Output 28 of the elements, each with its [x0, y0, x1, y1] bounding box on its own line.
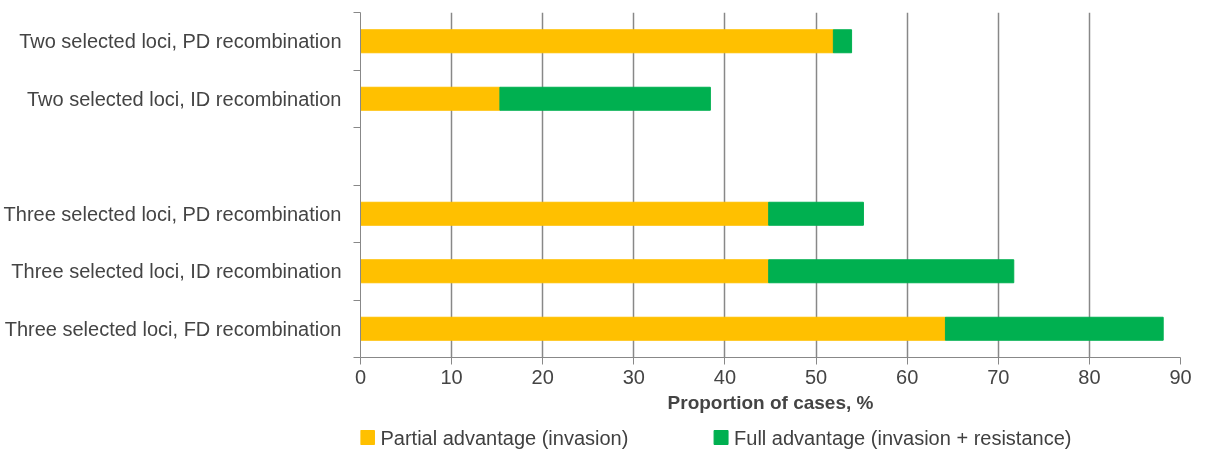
- bar: [832, 29, 853, 54]
- x-tick-label: 90: [1169, 365, 1192, 388]
- x-tick-label: 0: [354, 365, 367, 388]
- y-tick-label: Two selected loci, PD recombination: [19, 30, 342, 53]
- bar: [944, 316, 1164, 341]
- bar: [360, 86, 501, 111]
- x-tick-label: 10: [440, 365, 463, 388]
- bar: [360, 29, 834, 54]
- y-tick-label: Two selected loci, ID recombination: [26, 87, 342, 110]
- x-tick-label: 60: [896, 365, 919, 388]
- x-axis-title: Proportion of cases, %: [667, 391, 874, 413]
- x-tick-label: 80: [1078, 365, 1101, 388]
- legend-label: Partial advantage (invasion): [380, 426, 629, 449]
- bar: [360, 316, 946, 341]
- legend-label: Full advantage (invasion + resistance): [734, 426, 1072, 449]
- bar: [360, 201, 770, 226]
- x-tick-label: 20: [531, 365, 554, 388]
- bar: [768, 259, 1015, 284]
- y-tick-label: Three selected loci, FD recombination: [4, 317, 342, 340]
- x-tick-label: 70: [987, 365, 1010, 388]
- y-tick-label: Three selected loci, ID recombination: [11, 260, 342, 283]
- bar: [768, 201, 864, 226]
- x-tick-label: 40: [713, 365, 737, 388]
- bar: [360, 259, 770, 284]
- y-tick-label: Three selected loci, PD recombination: [3, 202, 342, 225]
- bar: [499, 86, 711, 111]
- x-tick-label: 30: [622, 365, 645, 388]
- x-tick-label: 50: [804, 365, 828, 388]
